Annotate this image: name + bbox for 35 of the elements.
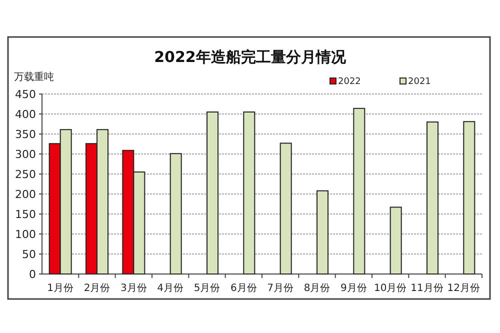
bar <box>390 206 402 274</box>
bar <box>463 121 476 274</box>
x-tick-label: 2月份 <box>84 283 110 294</box>
y-tick-label: 250 <box>15 168 36 181</box>
x-tick-label: 9月份 <box>340 283 367 294</box>
bar <box>353 108 366 274</box>
y-tick-label: 100 <box>15 228 36 241</box>
y-tick-label: 0 <box>29 268 36 281</box>
x-tick-label: 8月份 <box>304 283 330 294</box>
x-tick-label: 6月份 <box>230 283 257 294</box>
y-tick-label: 150 <box>15 208 36 221</box>
legend-label: 2021 <box>408 77 431 87</box>
x-tick-label: 7月份 <box>267 283 294 294</box>
x-tick-label: 10月份 <box>374 283 407 294</box>
y-tick-label: 350 <box>15 128 36 141</box>
x-tick-label: 3月份 <box>120 283 147 294</box>
chart-title: 2022年造船完工量分月情况 <box>154 48 347 66</box>
y-tick-label: 300 <box>15 148 36 161</box>
legend-label: 2022 <box>338 77 361 87</box>
y-tick-label: 400 <box>15 108 36 121</box>
x-tick-label: 11月份 <box>410 283 444 294</box>
x-tick-label: 4月份 <box>157 283 184 294</box>
bar <box>280 142 292 274</box>
x-tick-label: 1月份 <box>47 283 74 294</box>
y-tick-label: 450 <box>15 88 36 101</box>
bar <box>206 112 218 274</box>
bar <box>170 153 182 274</box>
bar <box>316 190 328 274</box>
y-tick-label: 50 <box>22 248 36 261</box>
bar <box>243 112 256 274</box>
y-tick-label: 200 <box>15 188 36 201</box>
x-tick-label: 5月份 <box>194 283 220 294</box>
y-axis-title: 万载重吨 <box>14 71 54 83</box>
bar <box>426 122 438 274</box>
x-tick-label: 12月份 <box>447 283 480 294</box>
